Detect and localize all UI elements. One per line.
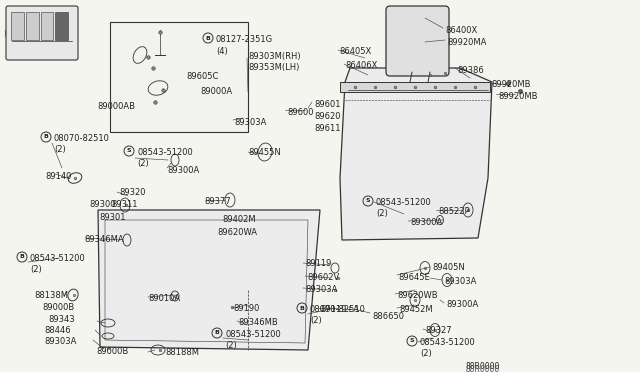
Text: 89920MB: 89920MB [498, 92, 538, 101]
Text: 89303M(RH): 89303M(RH) [248, 52, 301, 61]
Polygon shape [340, 82, 490, 92]
Text: 89303A: 89303A [234, 118, 266, 127]
Text: 89346MA: 89346MA [84, 235, 124, 244]
Text: 88446: 88446 [44, 326, 70, 335]
Text: 89620: 89620 [314, 112, 340, 121]
Text: B: B [44, 135, 49, 140]
Text: 89311: 89311 [111, 200, 138, 209]
Text: 08543-51200: 08543-51200 [420, 338, 476, 347]
Text: 88R0000: 88R0000 [466, 362, 500, 371]
Text: 89000A: 89000A [200, 87, 232, 96]
Text: (2): (2) [137, 159, 148, 168]
Text: 89300: 89300 [89, 200, 115, 209]
Text: (2): (2) [420, 349, 432, 358]
FancyBboxPatch shape [6, 6, 78, 60]
Text: 89320: 89320 [119, 188, 145, 197]
Text: 89327: 89327 [425, 326, 452, 335]
FancyBboxPatch shape [386, 6, 449, 76]
Text: 89140: 89140 [45, 172, 72, 181]
Text: B: B [205, 35, 211, 41]
Bar [110, 22, 248, 132]
Text: 89303A: 89303A [444, 277, 476, 286]
Text: 89190: 89190 [233, 304, 259, 313]
Text: 88188M: 88188M [165, 348, 199, 357]
Text: 89920MB: 89920MB [491, 80, 531, 89]
Text: 89455N: 89455N [248, 148, 281, 157]
Polygon shape [98, 210, 320, 350]
Text: (2): (2) [376, 209, 388, 218]
Text: 86400X: 86400X [445, 26, 477, 35]
Text: (2): (2) [310, 316, 322, 325]
Text: B: B [214, 330, 220, 336]
Text: 89353M(LH): 89353M(LH) [248, 63, 300, 72]
Text: 08543-51200: 08543-51200 [376, 198, 432, 207]
Text: 89346MB: 89346MB [238, 318, 278, 327]
Text: 89600: 89600 [287, 108, 314, 117]
Bar [11, 12, 24, 39]
Text: 89611: 89611 [314, 124, 340, 133]
Text: 89119: 89119 [305, 259, 332, 268]
Text: 08127-2351G: 08127-2351G [216, 35, 273, 44]
Text: 08543-51200: 08543-51200 [30, 254, 86, 263]
Text: 89620WB: 89620WB [397, 291, 438, 300]
Text: 08070-82510: 08070-82510 [310, 305, 366, 314]
Text: 89300A: 89300A [167, 166, 199, 175]
Text: ): ) [3, 30, 6, 36]
Text: S: S [410, 339, 414, 343]
Bar [55, 12, 68, 39]
Text: 88R0000: 88R0000 [466, 365, 500, 372]
Text: B: B [20, 254, 24, 260]
Text: 89000B: 89000B [96, 347, 128, 356]
Text: 08070-82510: 08070-82510 [54, 134, 110, 143]
Text: 86406X: 86406X [345, 61, 378, 70]
Text: 89300A: 89300A [446, 300, 478, 309]
Text: 89605C: 89605C [186, 72, 218, 81]
Text: 89920MA: 89920MA [447, 38, 486, 47]
Text: 89620WA: 89620WA [217, 228, 257, 237]
Text: (2): (2) [54, 145, 66, 154]
Text: 89301: 89301 [99, 213, 125, 222]
Text: 89601: 89601 [314, 100, 340, 109]
Text: 08543-51200: 08543-51200 [137, 148, 193, 157]
Text: 89452M: 89452M [399, 305, 433, 314]
Text: 89000B: 89000B [42, 303, 74, 312]
Text: (2): (2) [30, 265, 42, 274]
Text: 89300A: 89300A [410, 218, 442, 227]
Text: 89303A: 89303A [44, 337, 76, 346]
Text: 89602V: 89602V [307, 273, 339, 282]
Text: 08543-51200: 08543-51200 [225, 330, 281, 339]
Text: S: S [127, 148, 131, 154]
Text: 89402M: 89402M [222, 215, 255, 224]
Text: 89000AB: 89000AB [97, 102, 135, 111]
Bar [40, 12, 53, 39]
Text: 89405N: 89405N [432, 263, 465, 272]
Text: (2): (2) [225, 341, 237, 350]
Text: S: S [365, 199, 371, 203]
Text: 89303A: 89303A [305, 285, 337, 294]
Text: 89343: 89343 [48, 315, 75, 324]
Text: (4): (4) [216, 47, 228, 56]
Text: B: B [300, 305, 305, 311]
Text: 89010A: 89010A [148, 294, 180, 303]
Text: 89377: 89377 [204, 197, 231, 206]
Text: 89386: 89386 [457, 66, 484, 75]
Text: 86405X: 86405X [339, 47, 371, 56]
Polygon shape [340, 68, 492, 240]
Text: 88138M: 88138M [34, 291, 68, 300]
Text: 88522P: 88522P [438, 207, 470, 216]
Text: 886650: 886650 [372, 312, 404, 321]
Bar [26, 12, 38, 39]
Text: 89119+A: 89119+A [320, 305, 359, 314]
Text: 89645E: 89645E [398, 273, 429, 282]
